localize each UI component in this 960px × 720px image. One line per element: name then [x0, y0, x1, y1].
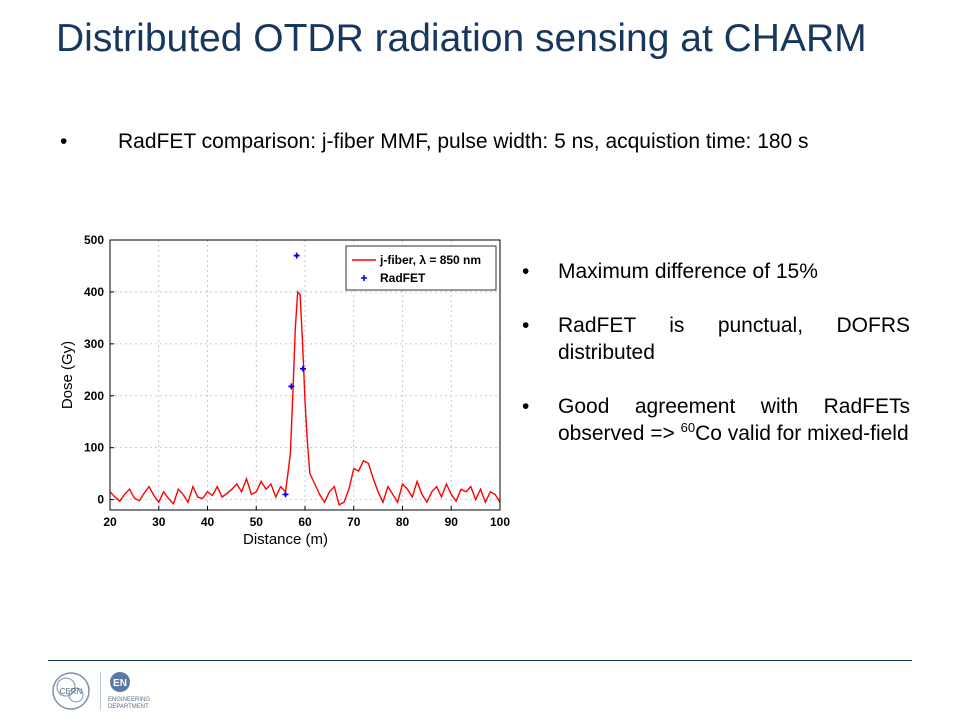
- x-tick-label: 50: [250, 515, 264, 529]
- isotope-superscript: 60: [680, 420, 696, 435]
- x-tick-label: 40: [201, 515, 215, 529]
- en-badge-icon: [110, 672, 130, 692]
- legend-label-radfet: RadFET: [380, 271, 426, 285]
- cern-logo-text: CERN: [60, 687, 83, 696]
- y-tick-label: 100: [84, 441, 104, 455]
- finding-text: Maximum difference of 15%: [558, 260, 818, 283]
- en-text-line2: DEPARTMENT: [108, 704, 149, 710]
- finding-text: Good agreement with RadFETs observed => …: [558, 393, 910, 447]
- y-axis-label: Dose (Gy): [59, 341, 76, 409]
- legend-label-j-fiber: j-fiber, λ = 850 nm: [379, 253, 481, 267]
- series-line-j-fiber: [109, 290, 501, 506]
- bullet-marker: •: [60, 130, 68, 153]
- findings-list: • Maximum difference of 15% • RadFET is …: [522, 258, 910, 474]
- x-tick-label: 60: [298, 515, 312, 529]
- radfet-point-dot: [283, 492, 288, 497]
- footer-divider: [48, 660, 912, 661]
- y-tick-label: 300: [84, 337, 104, 351]
- plot-frame: [109, 239, 501, 511]
- radfet-point-dot: [301, 367, 305, 371]
- finding-text-post: Co valid for mixed-field: [695, 422, 909, 445]
- x-tick-label: 80: [396, 515, 410, 529]
- radfet-point-dot: [295, 253, 299, 258]
- x-tick-label: 30: [152, 515, 166, 529]
- finding-item: • Good agreement with RadFETs observed =…: [522, 393, 910, 447]
- slide-title: Distributed OTDR radiation sensing at CH…: [56, 17, 867, 60]
- finding-text: RadFET is punctual, DOFRS distributed: [558, 314, 910, 364]
- top-bullet-text: RadFET comparison: j-fiber MMF, pulse wi…: [118, 130, 809, 153]
- finding-item: • Maximum difference of 15%: [522, 258, 910, 285]
- y-tick-label: 500: [84, 233, 104, 247]
- bullet-marker: •: [522, 314, 530, 337]
- finding-item: • RadFET is punctual, DOFRS distributed: [522, 312, 910, 366]
- y-tick-label: 400: [84, 285, 104, 299]
- en-mark: EN: [113, 678, 127, 689]
- x-tick-label: 90: [445, 515, 459, 529]
- x-axis-label: Distance (m): [243, 531, 328, 548]
- en-text-line1: ENGINEERING: [108, 697, 150, 703]
- top-bullet: • RadFET comparison: j-fiber MMF, pulse …: [60, 128, 890, 156]
- legend-box: [345, 245, 497, 291]
- bullet-marker: •: [522, 395, 530, 418]
- bullet-marker: •: [522, 260, 530, 283]
- x-tick-label: 100: [490, 515, 510, 529]
- x-tick-label: 20: [103, 515, 117, 529]
- x-tick-label: 70: [347, 515, 361, 529]
- y-tick-label: 200: [84, 389, 104, 403]
- radfet-point-dot: [289, 384, 293, 389]
- dose-distance-chart: 20 30 40 50 60 70 80 90 100 0 100 200 300 400 500 Dista…: [59, 233, 510, 548]
- y-tick-label: 0: [97, 493, 104, 507]
- legend-marker-swatch: [361, 275, 367, 281]
- en-department-logo: EN ENGINEERING DEPARTMENT: [100, 672, 150, 710]
- cern-logo: CERN: [52, 672, 90, 710]
- finding-text-pre: Good agreement with RadFETs observed =>: [558, 395, 910, 445]
